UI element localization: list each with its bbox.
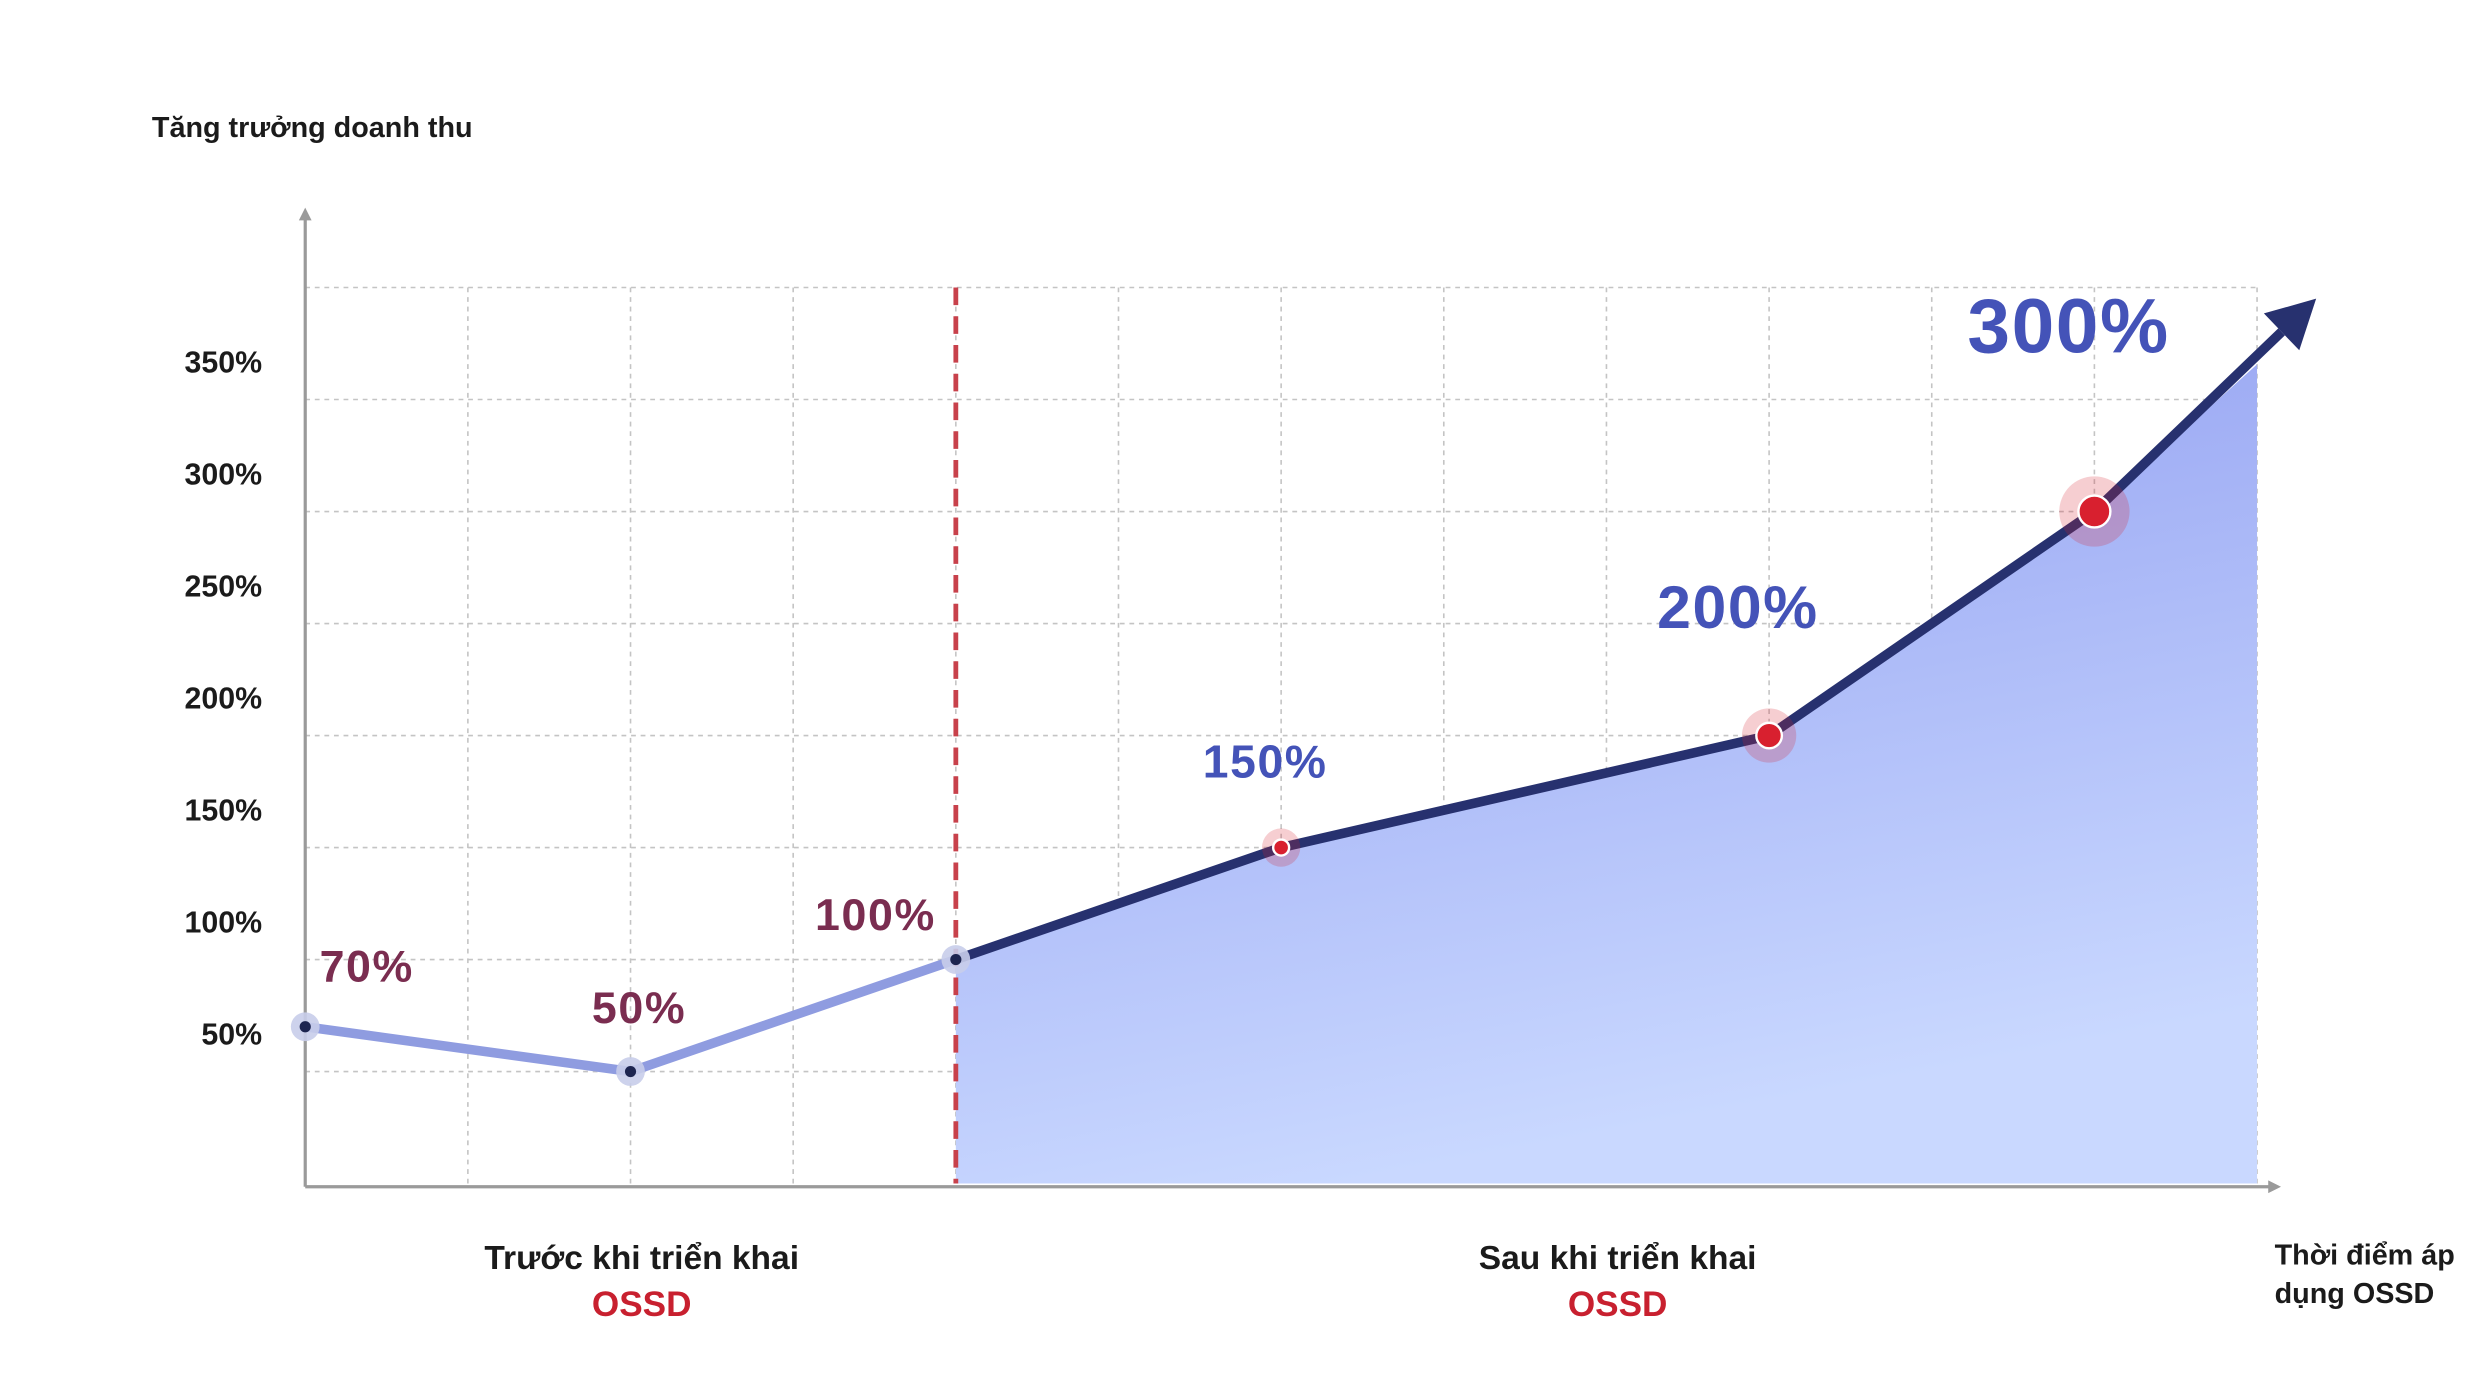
y-tick-label: 200% xyxy=(185,682,263,715)
x-axis-label: dụng OSSD xyxy=(2275,1278,2435,1310)
y-tick-label: 100% xyxy=(185,906,263,939)
point xyxy=(2077,494,2112,529)
line xyxy=(951,506,2100,965)
annotation: Trước khi triển khai xyxy=(484,1240,799,1277)
point xyxy=(950,953,962,966)
y-axis-label: Tăng trưởng doanh thu xyxy=(152,112,473,144)
y-tick-label: 250% xyxy=(185,570,263,603)
data-label: 150% xyxy=(1203,735,1328,787)
point xyxy=(299,1021,311,1033)
annotation: OSSD xyxy=(1568,1285,1668,1324)
point xyxy=(624,1065,637,1078)
x-axis-label: Thời điểm áp xyxy=(2275,1240,2455,1272)
annotation: OSSD xyxy=(592,1285,692,1324)
arrow-head xyxy=(2263,298,2317,351)
data-label: 50% xyxy=(592,984,686,1033)
point xyxy=(1755,721,1784,750)
data-label: 200% xyxy=(1657,573,1819,641)
y-tick-label: 50% xyxy=(201,1018,262,1051)
y-tick-label: 150% xyxy=(185,794,263,827)
y-axis-arrow xyxy=(298,207,312,221)
y-tick-label: 300% xyxy=(185,458,263,491)
x-axis-arrow xyxy=(2268,1180,2282,1194)
arrow-line xyxy=(2091,328,2285,515)
annotation: Sau khi triển khai xyxy=(1479,1240,1757,1277)
point xyxy=(1271,838,1291,857)
data-label: 300% xyxy=(1967,284,2169,369)
data-label: 70% xyxy=(320,942,414,991)
data-label: 100% xyxy=(815,891,936,940)
y-tick-label: 350% xyxy=(185,346,263,379)
